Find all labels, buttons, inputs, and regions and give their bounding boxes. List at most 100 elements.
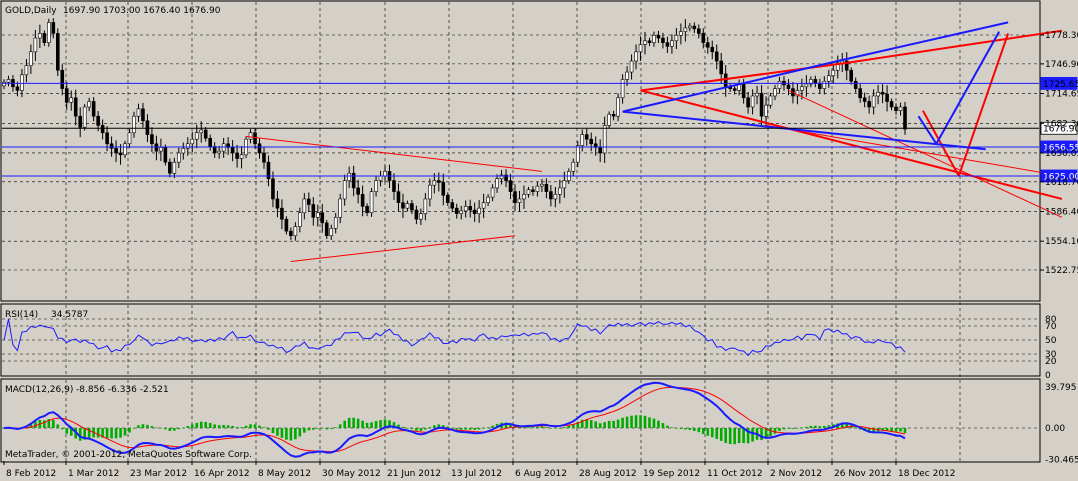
macd-line (3, 381, 906, 458)
candle-body (374, 180, 378, 192)
candle-body (692, 25, 697, 30)
candle-body (87, 101, 91, 108)
candle-body (441, 182, 446, 196)
macd-hist-bar (419, 428, 423, 431)
macd-hist-bar (347, 417, 351, 428)
trend-blue (622, 110, 986, 151)
macd-hist-bar (446, 426, 450, 428)
macd-hist-bar (433, 425, 436, 428)
macd-hist-bar (796, 428, 799, 429)
macd-hist-bar (805, 426, 808, 428)
candle-body (584, 134, 589, 140)
macd-hist-bar (379, 420, 382, 428)
macd-hist-bar (294, 428, 297, 440)
candle-body (786, 84, 791, 89)
candle-body (773, 88, 777, 97)
macd-hist-bar (504, 422, 508, 428)
trend-red-thin (246, 135, 542, 172)
macd-hist-bar (567, 425, 571, 428)
trend-blue (837, 21, 1009, 62)
candle-body (369, 191, 374, 214)
macd-hist-bar (361, 420, 364, 428)
candle-body (880, 91, 885, 95)
trend-blue (935, 31, 1001, 145)
macd-hist-bar (818, 426, 822, 428)
candle-body (571, 161, 576, 172)
macd-hist-bar (235, 426, 239, 428)
candle-body (688, 25, 692, 29)
macd-hist-bar (334, 427, 338, 428)
price-panel[interactable] (0, 0, 1041, 302)
rsi-tick-label: 20 (1045, 357, 1057, 367)
candle-body (226, 143, 230, 148)
candle-body (360, 194, 365, 207)
candle-body (477, 207, 481, 214)
candle-body (732, 88, 737, 91)
macd-hist-bar (464, 428, 468, 430)
macd-hist-bar (450, 427, 454, 429)
macd-hist-bar (217, 425, 221, 428)
candle-body (280, 207, 284, 220)
macd-hist-bar (459, 428, 463, 430)
rsi-tick-label: 50 (1045, 336, 1057, 346)
candle-body (419, 213, 423, 220)
candle-body (257, 143, 262, 154)
macd-hist-bar (338, 424, 342, 428)
macd-hist-bar (199, 421, 203, 428)
candle-body (38, 33, 42, 39)
candle-body (127, 132, 132, 145)
candle-body (329, 228, 334, 237)
date-tick-label: 18 Dec 2012 (898, 469, 956, 479)
macd-hist-bar (204, 421, 208, 428)
candle-body (885, 93, 889, 102)
trend-lines (246, 21, 1063, 262)
candle-body (96, 115, 100, 126)
macd-hist-bar (253, 424, 257, 428)
macd-hist-bar (612, 420, 615, 428)
candle-body (333, 217, 338, 229)
candle-body (535, 185, 540, 192)
candle-body (607, 114, 611, 126)
candle-body (513, 191, 517, 203)
candle-body (24, 65, 29, 76)
candle-body (504, 174, 508, 181)
candle-body (522, 194, 526, 200)
rsi-header-name: RSI(14) (5, 310, 38, 320)
macd-hist-bar (724, 428, 727, 444)
macd-hist-bar (715, 428, 719, 439)
macd-hist-bar (213, 424, 216, 428)
candle-body (401, 202, 405, 209)
candle-body (221, 143, 226, 152)
macd-hist-bar (657, 420, 660, 428)
candle-body (338, 198, 342, 218)
macd-hist-bar (370, 422, 373, 428)
candle-body (33, 37, 38, 53)
macd-hist-bar (477, 428, 481, 430)
macd-hist-bar (580, 419, 584, 428)
candle-body (643, 40, 647, 45)
candle-body (396, 191, 401, 203)
macd-hist-bar (787, 428, 790, 429)
macd-hist-bar (854, 427, 857, 428)
macd-hist-bar (522, 427, 526, 428)
macd-hist-bar (688, 428, 692, 430)
macd-hist-bar (773, 428, 777, 434)
candle-body (365, 206, 369, 214)
macd-hist-bar (410, 428, 414, 430)
macd-hist-bar (558, 428, 562, 429)
candle-body (190, 138, 195, 145)
candle-body (289, 230, 293, 237)
macd-hist-bar (249, 424, 252, 428)
candle-body (638, 44, 643, 53)
macd-hist-bar (697, 428, 701, 433)
date-tick-label: 1 Mar 2012 (68, 469, 119, 479)
candle-body (450, 202, 455, 209)
macd-hist-bar (356, 418, 360, 428)
macd-hist-bar (728, 428, 732, 445)
copyright-text: MetaTrader, © 2001-2012, MetaQuotes Soft… (5, 450, 252, 460)
candle-body (311, 204, 316, 218)
candle-body (73, 97, 78, 117)
candle-body (705, 42, 710, 48)
rsi-tick-label: 0 (1045, 371, 1051, 381)
